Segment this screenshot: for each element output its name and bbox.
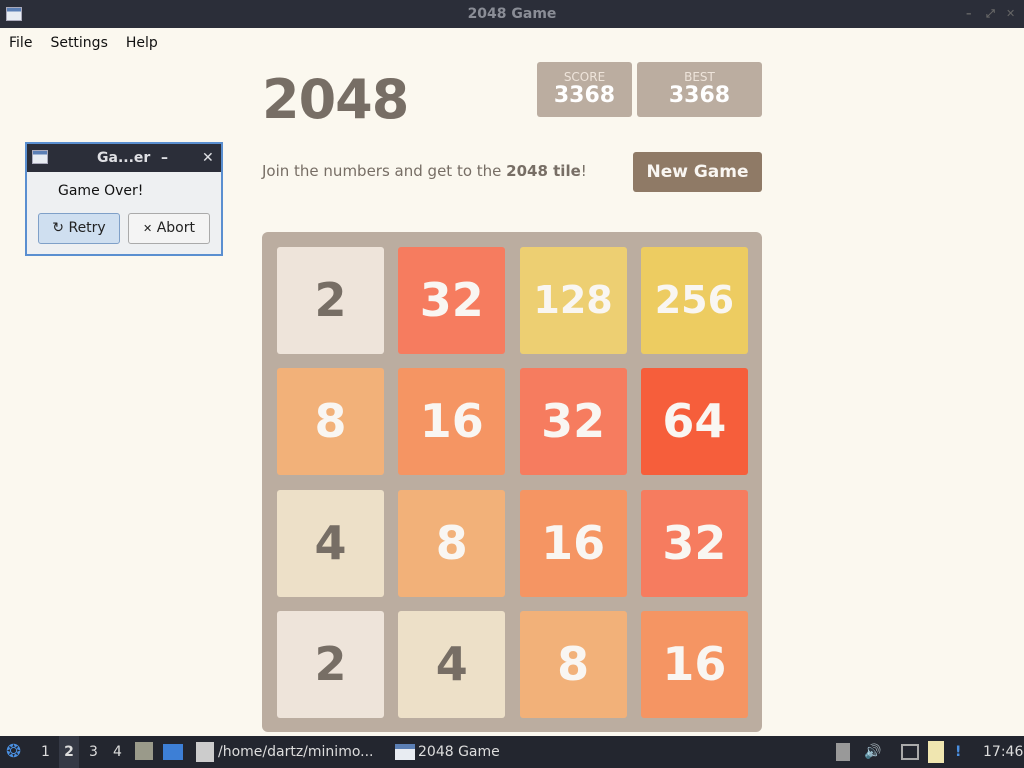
network-icon[interactable] xyxy=(901,744,919,760)
tile-256: 256 xyxy=(640,247,748,354)
game-board: 2 32 128 256 8 16 32 64 4 8 16 32 2 4 8 16 xyxy=(262,232,762,732)
editor-icon xyxy=(196,742,214,762)
menu-help[interactable]: Help xyxy=(125,35,158,51)
best-value: 3368 xyxy=(668,83,731,108)
menu-file[interactable]: File xyxy=(9,35,33,51)
tile-4: 4 xyxy=(398,610,506,718)
task-editor[interactable]: /home/dartz/minimo... xyxy=(218,744,374,760)
window-titlebar: 2048 Game – ⤢ ✕ xyxy=(0,0,1024,28)
score-value: 3368 xyxy=(553,83,616,108)
maximize-button[interactable]: ⤢ xyxy=(986,7,995,20)
best-box: BEST 3368 xyxy=(637,62,762,117)
dialog-message: Game Over! xyxy=(58,183,144,199)
tile-4: 4 xyxy=(277,489,384,597)
tile-16: 16 xyxy=(398,368,506,476)
window-icon xyxy=(395,744,415,760)
workspace-1[interactable]: 1 xyxy=(41,744,50,760)
retry-label: Retry xyxy=(68,220,106,236)
intro-prefix: Join the numbers and get to the xyxy=(262,162,507,180)
tile-32: 32 xyxy=(640,489,748,597)
eject-icon[interactable] xyxy=(836,743,850,761)
task-2048-game[interactable]: 2048 Game xyxy=(418,744,500,760)
tile-2: 2 xyxy=(277,610,384,718)
dialog-title: Ga...er xyxy=(97,150,151,166)
score-label: SCORE xyxy=(563,70,606,84)
game-title: 2048 xyxy=(262,68,409,131)
abort-button[interactable]: ✕ Abort xyxy=(128,213,210,244)
game-over-dialog: Ga...er – ✕ Game Over! ↻ Retry ✕ Abort xyxy=(25,142,223,256)
tile-2: 2 xyxy=(277,247,384,354)
volume-icon[interactable]: 🔊 xyxy=(864,744,882,760)
minimize-button[interactable]: – xyxy=(966,7,972,20)
tile-8: 8 xyxy=(519,610,627,718)
tile-8: 8 xyxy=(398,489,506,597)
tile-16: 16 xyxy=(640,610,748,718)
best-label: BEST xyxy=(684,70,715,84)
abort-label: Abort xyxy=(156,220,195,236)
tile-64: 64 xyxy=(640,368,748,476)
intro-suffix: ! xyxy=(580,162,587,180)
tile-16: 16 xyxy=(519,489,627,597)
new-game-button[interactable]: New Game xyxy=(633,152,762,192)
dialog-minimize-button[interactable]: – xyxy=(161,150,168,166)
desktop-icon[interactable] xyxy=(163,744,183,760)
abort-icon: ✕ xyxy=(143,222,153,235)
workspace-4[interactable]: 4 xyxy=(113,744,122,760)
tile-128: 128 xyxy=(519,247,627,354)
intro-text: Join the numbers and get to the 2048 til… xyxy=(262,162,587,180)
window-title: 2048 Game xyxy=(467,6,557,22)
clock: 17:46 xyxy=(983,744,1024,760)
taskbar: ❂ 1 2 3 4 /home/dartz/minimo... 2048 Gam… xyxy=(0,736,1024,768)
retry-icon: ↻ xyxy=(52,220,65,236)
dialog-icon xyxy=(32,150,48,164)
score-box: SCORE 3368 xyxy=(537,62,632,117)
tile-8: 8 xyxy=(277,368,384,476)
clipboard-icon[interactable] xyxy=(928,741,944,763)
workspace-3[interactable]: 3 xyxy=(89,744,98,760)
tile-32: 32 xyxy=(519,368,627,476)
window-icon xyxy=(6,7,22,21)
notification-icon[interactable]: ! xyxy=(955,744,962,760)
retry-button[interactable]: ↻ Retry xyxy=(38,213,120,244)
menu-settings[interactable]: Settings xyxy=(50,35,108,51)
file-manager-icon[interactable] xyxy=(135,742,153,760)
menubar: File Settings Help xyxy=(0,30,167,56)
close-button[interactable]: ✕ xyxy=(1006,7,1016,20)
start-menu-icon[interactable]: ❂ xyxy=(6,741,22,762)
dialog-close-button[interactable]: ✕ xyxy=(202,150,214,166)
workspace-2[interactable]: 2 xyxy=(59,736,79,768)
intro-bold: 2048 tile xyxy=(506,162,581,180)
tile-32: 32 xyxy=(398,247,506,354)
dialog-titlebar: Ga...er – ✕ xyxy=(27,144,221,172)
